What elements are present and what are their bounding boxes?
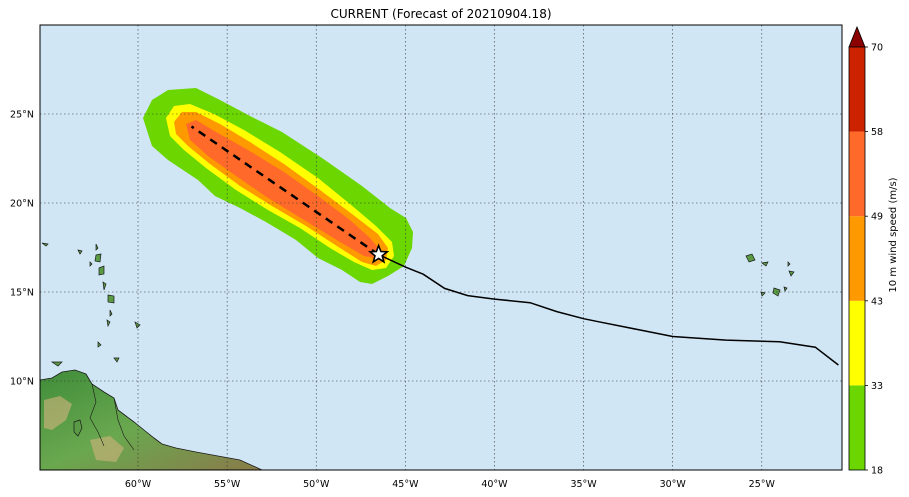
land-interior-border — [89, 383, 135, 451]
observed-track-line — [378, 253, 839, 366]
latitude-tick-label: 25°N — [10, 110, 34, 121]
latitude-tick-label: 10°N — [10, 377, 34, 388]
colorbar-extend-arrow — [848, 25, 866, 48]
current-position-star-icon — [367, 243, 390, 264]
latitude-tick-labels: 25°N 20°N 15°N 10°N — [10, 110, 34, 388]
map-title: CURRENT (Forecast of 20210904.18) — [330, 7, 552, 21]
colorbar-tick-label: 43 — [871, 296, 883, 307]
latitude-tick-label: 20°N — [10, 199, 34, 210]
longitude-tick-label: 60°W — [125, 479, 152, 490]
longitude-tick-label: 45°W — [392, 479, 419, 490]
trinidad-island — [73, 419, 83, 437]
forecast-track-line — [190, 125, 380, 256]
longitude-tick-label: 35°W — [570, 479, 597, 490]
longitude-tick-label: 55°W — [214, 479, 241, 490]
longitude-tick-label: 25°W — [749, 479, 776, 490]
colorbar-segment — [849, 300, 865, 386]
colorbar-segment — [849, 385, 865, 470]
longitude-tick-labels: 60°W 55°W 50°W 45°W 40°W 35°W 30°W 25°W — [125, 479, 776, 490]
longitude-tick-label: 30°W — [660, 479, 687, 490]
colorbar-tick-label: 70 — [871, 43, 883, 54]
longitude-tick-label: 40°W — [481, 479, 508, 490]
colorbar-tick-label: 18 — [871, 466, 883, 477]
colorbar-tick-label: 33 — [871, 381, 883, 392]
latitude-tick-label: 15°N — [10, 288, 34, 299]
colorbar-tick-label: 49 — [871, 212, 883, 223]
colorbar-frame — [848, 46, 866, 471]
colorbar-segment — [849, 47, 865, 132]
colorbar: 18 33 43 49 58 70 10 m wind speed (m/s) — [848, 25, 899, 477]
ocean-background — [40, 25, 842, 470]
map-frame — [39, 24, 843, 471]
colorbar-label: 10 m wind speed (m/s) — [888, 177, 899, 292]
grid-lines — [40, 25, 842, 470]
colorbar-segment — [849, 131, 865, 217]
colorbar-tick-label: 58 — [871, 127, 883, 138]
colorbar-segment — [849, 216, 865, 301]
longitude-tick-label: 50°W — [303, 479, 330, 490]
lesser-antilles — [41, 242, 141, 367]
